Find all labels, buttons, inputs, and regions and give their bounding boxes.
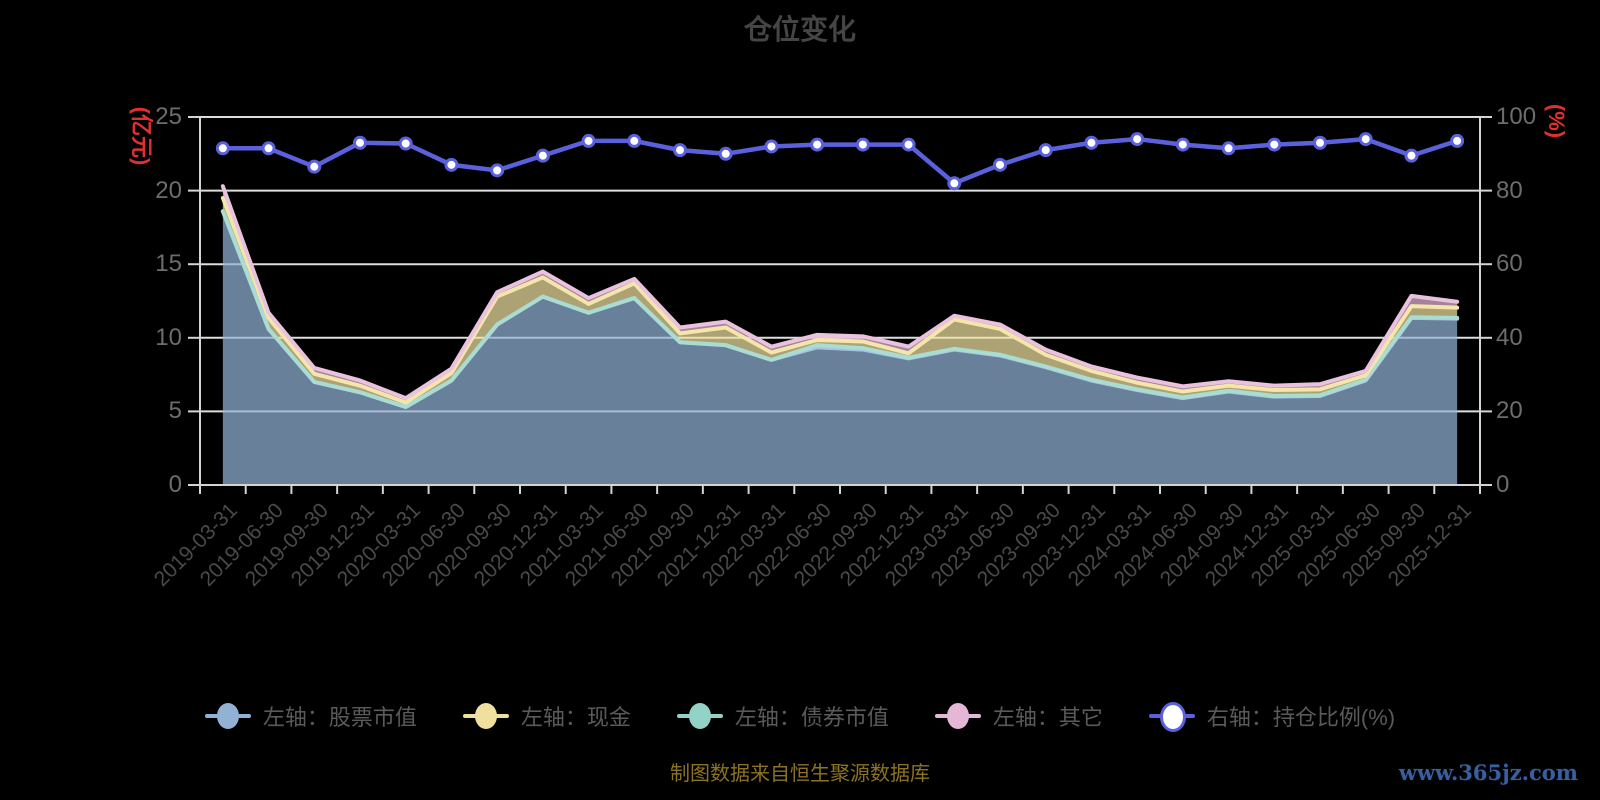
area-top-edge [220,195,1460,405]
y-axis-left-tick-label: 25 [155,103,182,130]
y-axis-left-tick-label: 0 [168,471,182,498]
y-axis-left-tick-label: 20 [155,176,182,204]
legend-item-0[interactable]: 左轴：股票市值 [204,700,417,732]
ratio-line-dot [581,133,596,148]
legend-item-3[interactable]: 左轴：其它 [934,700,1103,732]
y-axis-right-tick-label: 40 [1496,323,1523,351]
y-axis-right-tick-label: 80 [1496,176,1523,204]
ratio-line-dot [718,146,733,161]
ratio-line-dot [307,159,322,174]
legend-marker-icon [462,701,509,731]
legend-item-4[interactable]: 右轴：持仓比例(%) [1148,700,1396,732]
ratio-line-dot [1313,135,1327,150]
area-top-edge [220,209,1460,409]
legend-dot [474,703,497,729]
legend-item-1[interactable]: 左轴：现金 [462,700,631,732]
ratio-line-dot [627,133,642,148]
y-axis-right-tick-label: 20 [1496,397,1523,425]
ratio-line-dot [810,137,825,152]
ratio-line-dot [261,141,276,156]
y-axis-right-tick-label: 60 [1496,250,1523,278]
ratio-line-dot [398,136,413,151]
legend-label: 左轴：股票市值 [262,705,417,730]
ratio-line-dot [1084,135,1099,150]
area-band [222,211,1458,485]
ratio-line-dot [1267,137,1282,152]
ratio-line-dot [1221,141,1236,156]
legend-marker-icon [204,701,251,731]
ratio-line-dot [1358,132,1373,147]
ratio-line-dot [993,157,1007,172]
legend-dot [946,703,969,729]
ratio-line-dot [1450,133,1465,148]
legend-label: 左轴：现金 [520,705,631,730]
ratio-line-dot [947,176,962,191]
area-top-edge [220,184,1460,401]
legend-dot [1159,702,1186,732]
legend-dot [688,703,711,729]
legend-label: 右轴：持仓比例(%) [1206,705,1396,730]
ratio-line-dot [764,139,779,154]
ratio-line-dot [353,135,367,150]
ratio-line-dot [1175,137,1190,152]
y-axis-right-tick-label: 0 [1496,471,1510,498]
ratio-line-dot [1038,143,1053,158]
legend-marker-icon [934,701,981,731]
legend-item-2[interactable]: 左轴：债券市值 [676,700,889,732]
site-watermark: www.365jz.com [1398,760,1578,785]
legend-label: 左轴：其它 [992,705,1103,730]
page-title: 仓位变化 [743,14,856,45]
y-axis-left-tick-label: 15 [155,250,182,278]
ratio-line-dot [1130,132,1145,147]
ratio-line-dot [673,143,687,158]
ratio-line-dot [1404,148,1419,163]
y-axis-right-tick-label: 100 [1496,103,1537,130]
chart-legend: 左轴：股票市值 左轴：现金 左轴：债券市值 左轴：其它 右轴：持仓比例(%) [0,700,1600,732]
legend-label: 左轴：债券市值 [734,705,889,730]
ratio-line-dot [901,137,916,152]
legend-marker-icon [1148,701,1195,732]
ratio-line [220,136,1460,186]
ratio-line-dot [855,137,870,152]
ratio-line-dot [215,141,230,156]
data-source-note: 制图数据来自恒生聚源数据库 [670,763,930,785]
legend-dot [216,703,239,729]
ratio-line-dot [490,163,505,178]
y-axis-left-tick-label: 10 [155,323,182,351]
ratio-line-dot [444,157,459,172]
legend-marker-icon [676,701,723,731]
y-axis-left-tick-label: 5 [168,397,182,425]
ratio-line-dot [535,148,550,163]
